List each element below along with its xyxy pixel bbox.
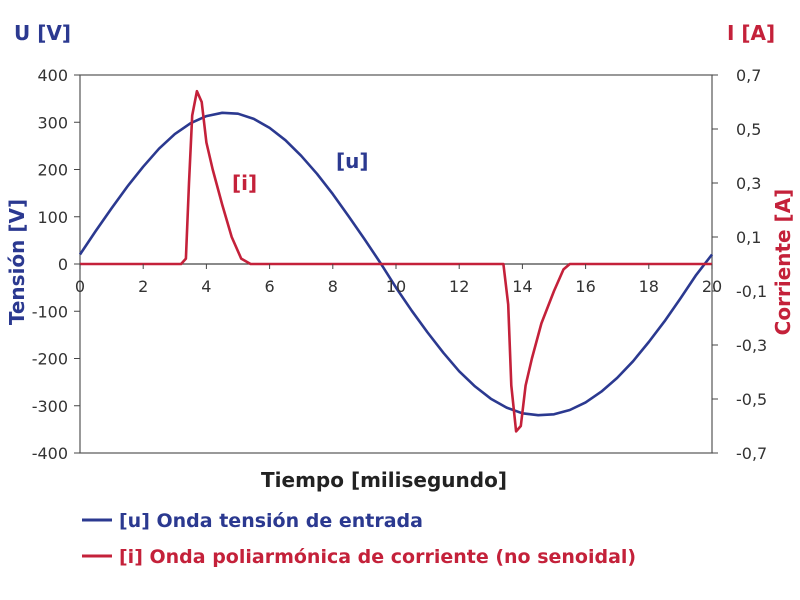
y-tick-label: 100 bbox=[37, 208, 68, 227]
legend: [u] Onda tensión de entrada [i] Onda pol… bbox=[82, 510, 636, 568]
y-tick-label: -300 bbox=[32, 397, 68, 416]
y-tick-label: -400 bbox=[32, 444, 68, 463]
series-layer bbox=[78, 89, 714, 433]
x-tick-label: 6 bbox=[265, 277, 275, 296]
x-tick-label: 18 bbox=[639, 277, 659, 296]
y2-tick-label: -0,7 bbox=[736, 444, 767, 463]
y-tick-label: -200 bbox=[32, 350, 68, 369]
x-tick-label: 4 bbox=[201, 277, 211, 296]
y2-tick-label: 0,3 bbox=[736, 174, 761, 193]
y-tick-label: 0 bbox=[58, 255, 68, 274]
x-tick-label: 10 bbox=[386, 277, 406, 296]
x-tick-label: 14 bbox=[512, 277, 532, 296]
y2-tick-label: 0,5 bbox=[736, 120, 761, 139]
y-tick-label: 200 bbox=[37, 161, 68, 180]
x-tick-label: 0 bbox=[75, 277, 85, 296]
series-u-voltage-line bbox=[78, 111, 714, 417]
x-tick-label: 2 bbox=[138, 277, 148, 296]
legend-label-u: [u] Onda tensión de entrada bbox=[119, 510, 423, 532]
y2-tick-label: -0,3 bbox=[736, 336, 767, 355]
y-tick-label: 400 bbox=[37, 66, 68, 85]
right-unit-label: I [A] bbox=[727, 21, 775, 45]
x-tick-label: 12 bbox=[449, 277, 469, 296]
y-tick-label: -100 bbox=[32, 302, 68, 321]
y2-tick-label: -0,1 bbox=[736, 282, 767, 301]
x-tick-label: 16 bbox=[575, 277, 595, 296]
y2-tick-label: 0,7 bbox=[736, 66, 761, 85]
left-unit-label: U [V] bbox=[14, 21, 71, 45]
y2-tick-label: 0,1 bbox=[736, 228, 761, 247]
y-axis-title: Tensión [V] bbox=[5, 199, 29, 325]
y-tick-label: 300 bbox=[37, 113, 68, 132]
y2-axis-title: Corriente [A] bbox=[771, 189, 795, 336]
y2-tick-label: -0,5 bbox=[736, 390, 767, 409]
series-i-current-line bbox=[80, 89, 712, 433]
i-series-annotation: [i] bbox=[232, 171, 257, 195]
x-axis-title: Tiempo [milisegundo] bbox=[261, 468, 507, 492]
u-series-annotation: [u] bbox=[336, 149, 369, 173]
x-tick-label: 8 bbox=[328, 277, 338, 296]
legend-label-i: [i] Onda poliarmónica de corriente (no s… bbox=[119, 546, 636, 568]
tick-layer: 4003002001000-100-200-300-4000,70,50,30,… bbox=[32, 66, 768, 463]
x-tick-label: 20 bbox=[702, 277, 722, 296]
